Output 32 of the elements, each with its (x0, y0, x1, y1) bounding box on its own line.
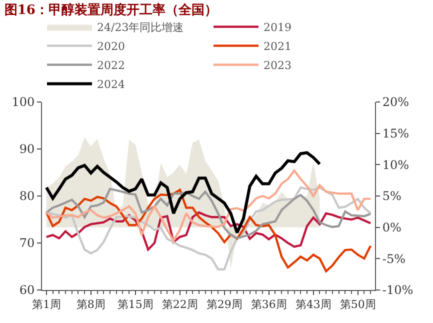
x-tick-label: 第43周 (295, 298, 332, 312)
y2-tick-label: 0% (382, 220, 402, 235)
legend-label: 2022 (97, 59, 125, 72)
x-tick-label: 第36周 (250, 298, 287, 312)
y2-tick-label: 5% (382, 189, 402, 204)
legend-label: 2020 (97, 40, 125, 54)
y2-tick-label: 10% (382, 158, 410, 172)
legend-label: 2019 (264, 21, 292, 34)
line-series (45, 170, 372, 242)
legend-label: 2023 (264, 59, 292, 72)
y-tick-label: 90 (19, 142, 35, 156)
line-series (45, 188, 372, 240)
y2-tick-label: -5% (382, 252, 406, 266)
x-tick-label: 第1周 (32, 298, 61, 312)
legend-label: 2024 (97, 78, 125, 92)
legend-label: 2021 (264, 40, 292, 54)
y2-tick-label: -10% (382, 283, 414, 298)
chart-title: 图16：甲醇装置周度开工率（全国） (4, 2, 218, 18)
x-tick-label: 第8周 (76, 298, 106, 312)
x-tick-label: 第50周 (340, 298, 376, 312)
x-tick-label: 第22周 (162, 298, 198, 312)
y-tick-label: 60 (19, 283, 35, 298)
line-series (45, 211, 372, 251)
y2-tick-label: 20% (382, 95, 410, 110)
x-tick-label: 第15周 (117, 298, 154, 312)
line-series (44, 151, 322, 234)
x-tick-label: 第29周 (206, 298, 242, 312)
y-tick-label: 70 (19, 236, 35, 250)
y-tick-label: 80 (19, 189, 35, 204)
legend-label: 24/23年同比增速 (97, 21, 184, 34)
y2-tick-label: 15% (382, 126, 410, 141)
y-tick-label: 100 (12, 95, 35, 110)
